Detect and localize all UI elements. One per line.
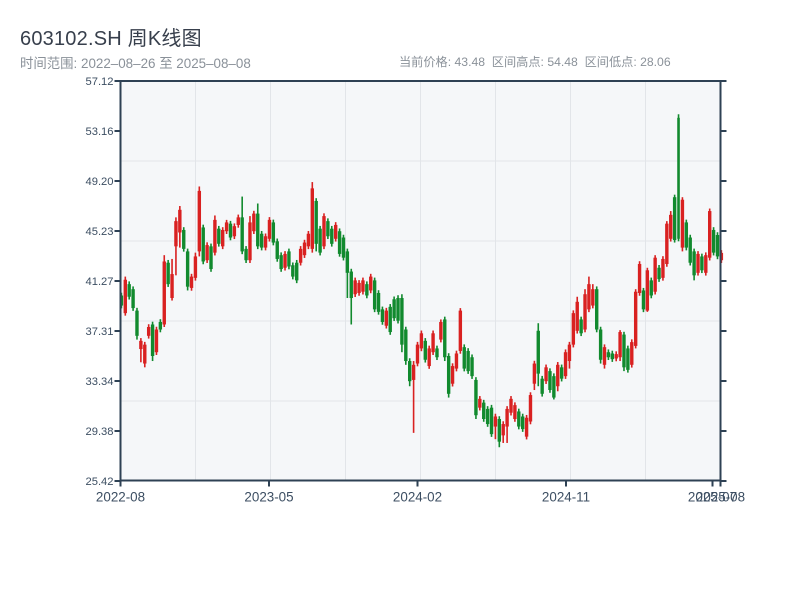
svg-text:29.38: 29.38 — [86, 426, 114, 438]
svg-text:25.42: 25.42 — [86, 476, 114, 488]
svg-text:53.16: 53.16 — [86, 126, 114, 138]
svg-text:45.23: 45.23 — [86, 226, 114, 238]
svg-text:2023-05: 2023-05 — [244, 490, 293, 505]
svg-text:33.34: 33.34 — [86, 376, 114, 388]
svg-text:2024-11: 2024-11 — [542, 490, 590, 505]
svg-text:2022-08: 2022-08 — [96, 490, 145, 505]
svg-text:49.20: 49.20 — [86, 176, 114, 188]
svg-text:37.31: 37.31 — [86, 326, 114, 338]
svg-text:2025-07: 2025-07 — [688, 490, 737, 505]
svg-text:2024-02: 2024-02 — [393, 490, 442, 505]
svg-text:2025-08: 2025-08 — [696, 490, 745, 505]
svg-text:57.12: 57.12 — [86, 76, 114, 88]
svg-text:41.27: 41.27 — [86, 276, 114, 288]
